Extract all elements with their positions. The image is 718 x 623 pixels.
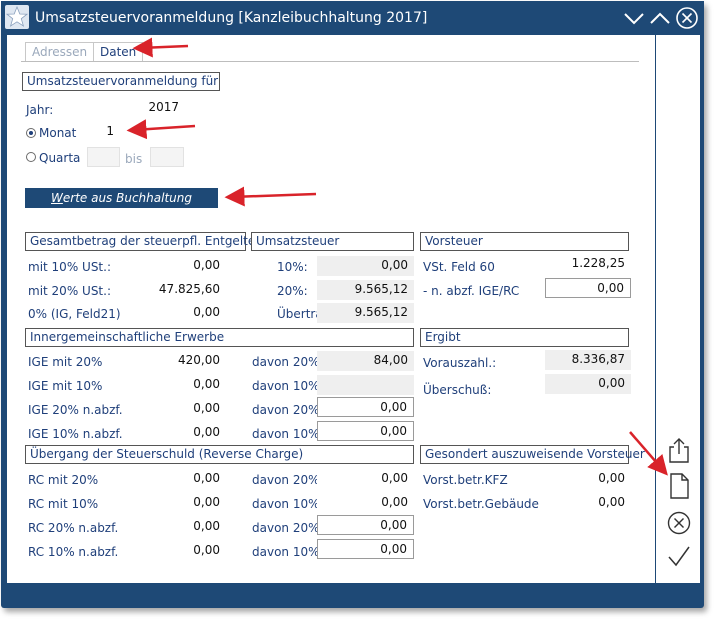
group-title-voranmeldung: Umsatzsteuervoranmeldung für <box>22 72 220 91</box>
rc-label: RC 10% n.abzf. <box>28 545 119 559</box>
entgelte-field[interactable]: 47.825,60 <box>127 280 226 300</box>
gesondert-field[interactable]: 0,00 <box>545 493 631 513</box>
ige-field[interactable]: 420,00 <box>127 351 226 371</box>
ergibt-value: 0,00 <box>545 374 631 394</box>
ige-label: IGE 10% n.abzf. <box>28 427 123 441</box>
rc-davon-field[interactable]: 0,00 <box>317 493 414 513</box>
rc-field[interactable]: 0,00 <box>127 493 226 513</box>
rc-label: RC 20% n.abzf. <box>28 521 119 535</box>
ige-label: IGE mit 10% <box>28 379 103 393</box>
rc-davon-label: davon 10% <box>252 497 320 511</box>
group-title-ige: Innergemeinschaftliche Erwerbe <box>25 328 414 347</box>
vorsteuer-field[interactable]: 1.228,25 <box>545 254 631 274</box>
gesondert-field[interactable]: 0,00 <box>545 469 631 489</box>
rc-davon-label: davon 20% <box>252 521 320 535</box>
rc-davon-label: davon 10% <box>252 545 320 559</box>
rc-field[interactable]: 0,00 <box>127 469 226 489</box>
ige-davon-label: davon 20% <box>252 355 320 369</box>
title-bar: Umsatzsteuervoranmeldung [Kanzleibuchhal… <box>1 1 704 35</box>
chevron-up-icon[interactable] <box>648 7 672 29</box>
ige-davon-label: davon 20% <box>252 403 320 417</box>
ige-davon-value: 84,00 <box>317 351 414 371</box>
ergibt-label: Vorauszahl.: <box>423 356 497 370</box>
rc-label: RC mit 10% <box>28 497 99 511</box>
rc-field[interactable]: 0,00 <box>127 517 226 537</box>
rc-field[interactable]: 0,00 <box>127 541 226 561</box>
rc-davon-field[interactable]: 0,00 <box>317 469 414 489</box>
rc-davon-value: 0,00 <box>317 539 414 559</box>
ige-label: IGE 20% n.abzf. <box>28 403 123 417</box>
ige-field[interactable]: 0,00 <box>127 423 226 443</box>
rc-davon-label: davon 20% <box>252 473 320 487</box>
umsatzsteuer-value: 0,00 <box>317 256 414 276</box>
umsatzsteuer-value: 9.565,12 <box>317 280 414 300</box>
jahr-label: Jahr: <box>26 103 54 117</box>
ige-field[interactable]: 0,00 <box>127 375 226 395</box>
umsatzsteuer-label: 10%: <box>277 260 308 274</box>
quarta-to-field[interactable] <box>150 147 184 167</box>
form-area: Adressen Daten Umsatzsteuervoranmeldung … <box>7 35 655 583</box>
vorsteuer-label: - n. abzf. IGE/RC <box>423 284 520 298</box>
entgelte-label: 0% (IG, Feld21) <box>28 307 121 321</box>
action-sidebar <box>656 35 700 583</box>
ige-davon-value: 0,00 <box>317 397 414 417</box>
umsatzsteuer-value: 9.565,12 <box>317 303 414 323</box>
ergibt-value: 8.336,87 <box>545 350 631 370</box>
entgelte-label: mit 10% USt.: <box>28 260 111 274</box>
monat-radio[interactable] <box>26 128 36 138</box>
monat-field[interactable]: 1 <box>87 122 120 142</box>
close-circle-icon[interactable] <box>675 7 699 29</box>
chevron-down-icon[interactable] <box>622 7 646 29</box>
rc-davon-value: 0,00 <box>317 515 414 535</box>
ige-davon-value: 0,00 <box>317 421 414 441</box>
ige-davon-value <box>317 375 414 395</box>
vorsteuer-label: VSt. Feld 60 <box>423 260 495 274</box>
confirm-check-icon[interactable] <box>666 542 692 570</box>
document-icon[interactable] <box>666 472 692 500</box>
umsatzsteuer-label: 20%: <box>277 284 308 298</box>
werte-aus-buchhaltung-button[interactable]: Werte aus Buchhaltung <box>25 188 218 208</box>
quarta-label: Quarta <box>39 151 81 165</box>
vorsteuer-field[interactable]: 0,00 <box>545 278 631 298</box>
ige-davon-label: davon 10% <box>252 379 320 393</box>
gesondert-label: Vorst.betr.KFZ <box>423 473 508 487</box>
tab-adressen[interactable]: Adressen <box>25 42 95 62</box>
group-title-vorsteuer: Vorsteuer <box>420 232 629 251</box>
ergibt-label: Überschuß: <box>423 383 492 397</box>
window-title: Umsatzsteuervoranmeldung [Kanzleibuchhal… <box>35 10 428 26</box>
entgelte-label: mit 20% USt.: <box>28 284 111 298</box>
jahr-field[interactable]: 2017 <box>87 98 185 118</box>
ige-field[interactable]: 0,00 <box>127 399 226 419</box>
ige-label: IGE mit 20% <box>28 355 103 369</box>
export-icon[interactable] <box>666 436 692 464</box>
group-title-gesondert: Gesondert auszuweisende Vorsteuer <box>420 445 645 464</box>
quarta-radio[interactable] <box>26 152 36 162</box>
monat-label: Monat <box>39 126 77 140</box>
werte-button-mnemonic: W <box>51 191 63 205</box>
rc-label: RC mit 20% <box>28 473 99 487</box>
ige-davon-label: davon 10% <box>252 427 320 441</box>
group-title-entgelte: Gesamtbetrag der steuerpfl. Entgelte <box>25 232 255 251</box>
quarta-from-field[interactable] <box>87 147 120 167</box>
group-title-umsatzsteuer: Umsatzsteuer <box>251 232 414 251</box>
bis-label: bis <box>125 152 143 166</box>
group-title-rc: Übergang der Steuerschuld (Reverse Charg… <box>25 445 414 464</box>
gesondert-label: Vorst.betr.Gebäude <box>423 497 539 511</box>
tab-divider <box>21 61 639 62</box>
cancel-icon[interactable] <box>666 509 692 537</box>
tab-daten[interactable]: Daten <box>93 42 144 62</box>
star-icon <box>5 5 29 29</box>
app-window: Umsatzsteuervoranmeldung [Kanzleibuchhal… <box>1 1 704 608</box>
entgelte-field[interactable]: 0,00 <box>127 256 226 276</box>
group-title-ergibt: Ergibt <box>420 328 629 347</box>
entgelte-field[interactable]: 0,00 <box>127 303 226 323</box>
werte-button-label: erte aus Buchhaltung <box>62 191 192 205</box>
